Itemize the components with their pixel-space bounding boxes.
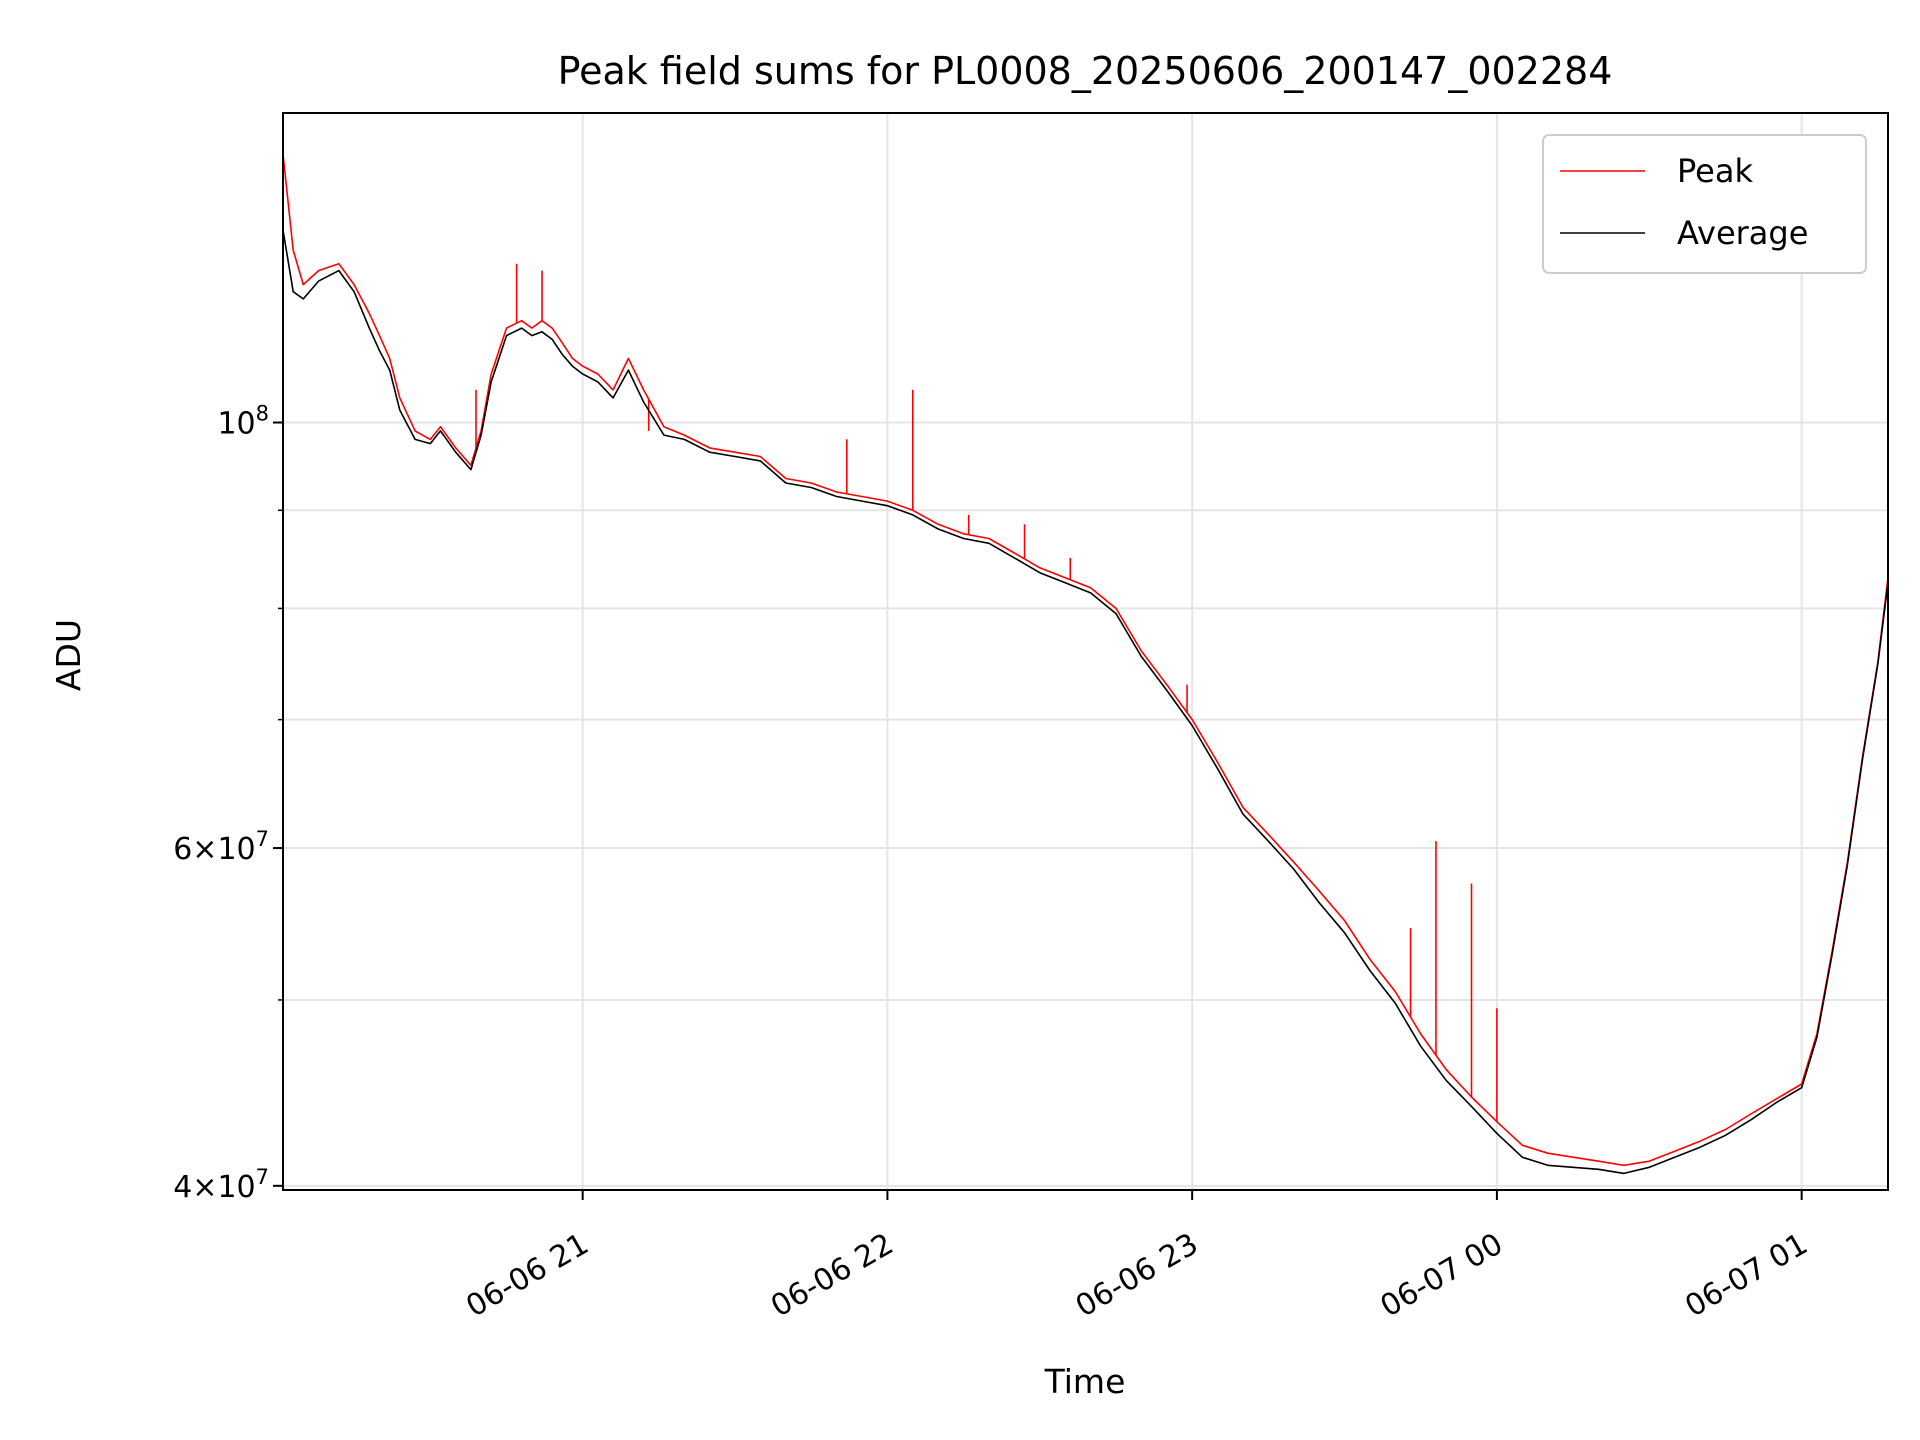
series-line-average xyxy=(282,229,1889,1175)
y-axis: 4×107 6×107 108 xyxy=(173,402,283,1205)
series-line-peak xyxy=(282,154,1889,1167)
legend-label-peak: Peak xyxy=(1677,152,1753,190)
y-tick-label: 4×107 xyxy=(173,1165,269,1205)
y-axis-label: ADU xyxy=(49,619,88,691)
grid xyxy=(283,113,1888,1190)
x-axis-label: Time xyxy=(1044,1362,1126,1401)
legend: Peak Average xyxy=(1542,134,1867,274)
series-layer xyxy=(282,118,1889,1175)
chart-title: Peak field sums for PL0008_20250606_2001… xyxy=(558,49,1613,93)
legend-label-average: Average xyxy=(1677,214,1808,252)
legend-box xyxy=(1542,134,1867,274)
plot-frame xyxy=(282,112,1889,1191)
y-tick-label: 6×107 xyxy=(173,827,269,867)
y-tick-label: 108 xyxy=(217,402,269,442)
